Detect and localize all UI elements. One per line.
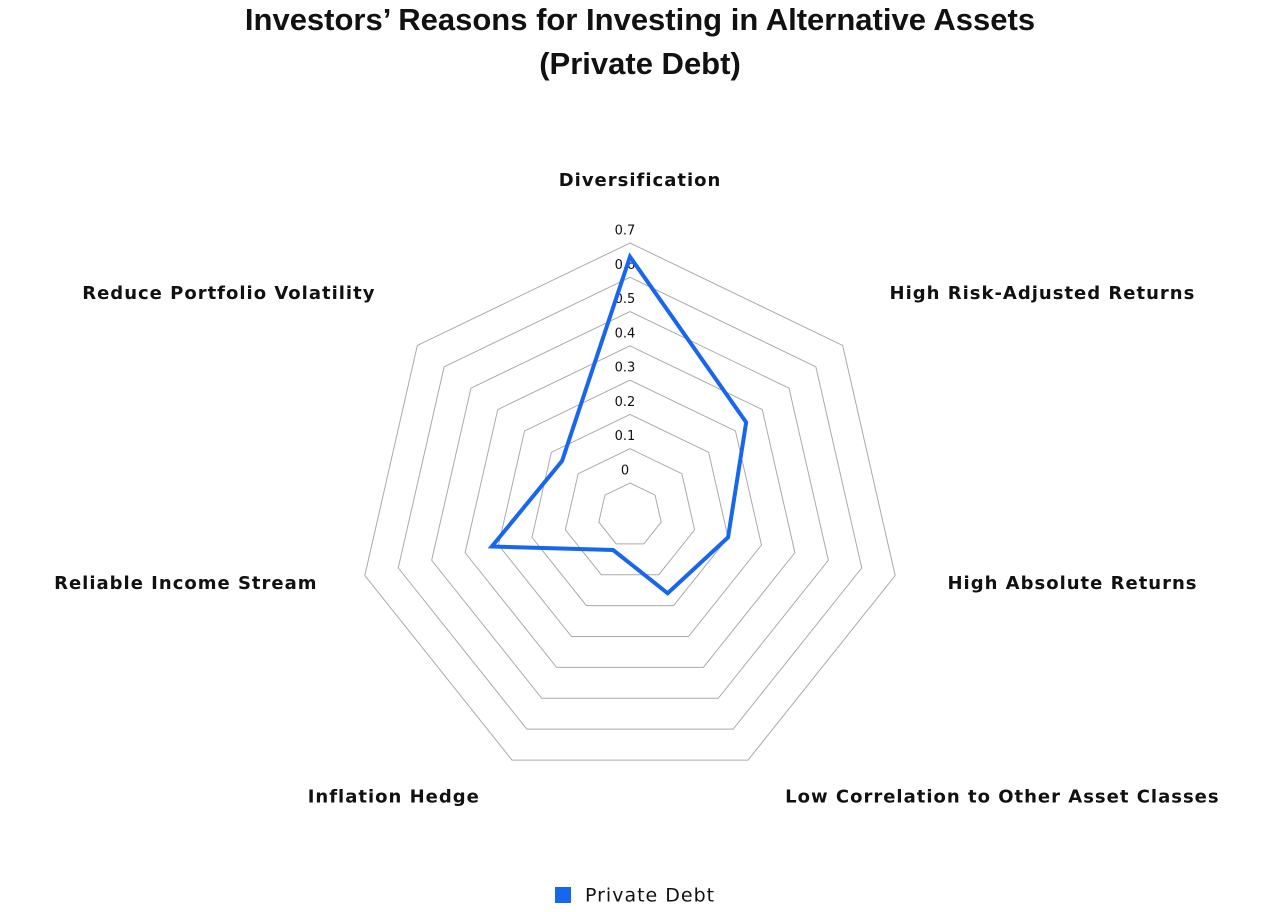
legend-label: Private Debt [585, 885, 715, 907]
grid-ring [397, 276, 863, 730]
category-label: High Risk-Adjusted Returns [890, 283, 1196, 304]
grid-ring [431, 311, 829, 699]
grid-ring [598, 482, 662, 545]
chart-title: Investors’ Reasons for Investing in Alte… [245, 2, 1035, 37]
category-label: High Absolute Returns [947, 573, 1197, 594]
category-label: Inflation Hedge [308, 786, 480, 807]
category-label: Diversification [559, 170, 722, 191]
tick-label: 0.5 [615, 292, 636, 307]
tick-label: 0.1 [615, 429, 636, 444]
tick-label: 0.4 [615, 326, 636, 341]
series-line [487, 252, 749, 596]
grid-ring [531, 413, 729, 607]
category-label: Reduce Portfolio Volatility [82, 283, 375, 304]
tick-label: 0 [621, 464, 629, 479]
category-label: Reliable Income Stream [54, 573, 317, 594]
grid-ring [364, 242, 896, 761]
grid-ring [464, 345, 796, 668]
tick-label: 0.7 [615, 224, 636, 239]
chart-subtitle: (Private Debt) [539, 46, 741, 81]
tick-label: 0.2 [615, 395, 636, 410]
legend-swatch [555, 887, 571, 903]
category-label: Low Correlation to Other Asset Classes [785, 786, 1219, 807]
grid-ring [497, 379, 763, 638]
tick-label: 0.3 [615, 361, 636, 376]
grid-ring [564, 448, 696, 576]
